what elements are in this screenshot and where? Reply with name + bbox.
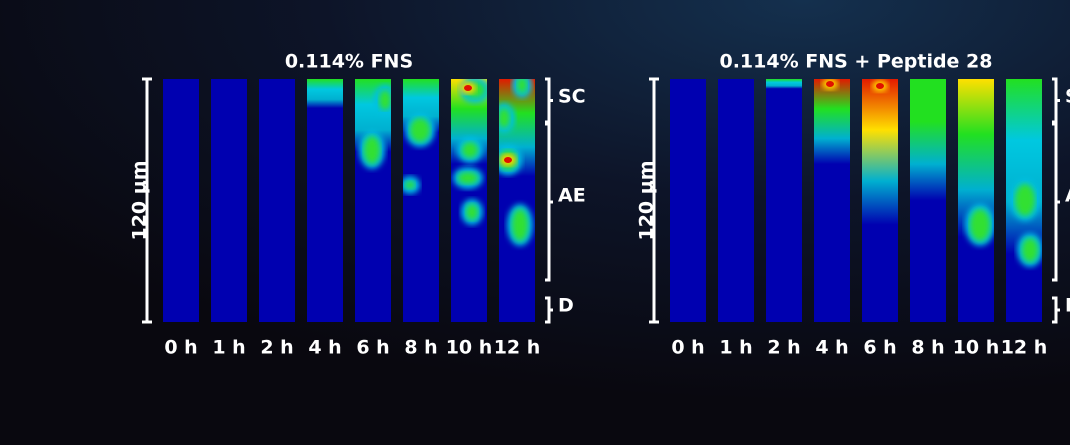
heatmap-strip bbox=[307, 79, 343, 322]
time-label: 1 h bbox=[212, 337, 245, 359]
strip-detail bbox=[359, 85, 391, 169]
layer-label: SC bbox=[558, 86, 586, 108]
layer-label: AE bbox=[558, 185, 586, 207]
blob bbox=[517, 79, 527, 93]
blob bbox=[410, 118, 430, 142]
heatmap-strip bbox=[814, 79, 850, 322]
hotspot-core bbox=[826, 81, 834, 87]
time-label: 2 h bbox=[767, 337, 800, 359]
heatmap-strip bbox=[211, 79, 247, 322]
time-label: 10 h bbox=[953, 337, 1000, 359]
blob bbox=[458, 172, 478, 184]
blob bbox=[970, 209, 990, 241]
panel: 0.114% FNS + Peptide 28 0 h 1 h 2 h 4 h 6 h 8 … bbox=[636, 51, 1070, 359]
scale-label: 120 µm bbox=[129, 160, 151, 240]
panel-title: 0.114% FNS + Peptide 28 bbox=[719, 51, 992, 73]
hotspot-core bbox=[876, 83, 884, 89]
strip-detail bbox=[822, 79, 838, 90]
strip-detail bbox=[499, 79, 533, 246]
blob bbox=[512, 209, 528, 241]
time-label: 10 h bbox=[446, 337, 493, 359]
time-label: 6 h bbox=[356, 337, 389, 359]
blob bbox=[1015, 184, 1035, 216]
layer-label: D bbox=[558, 295, 574, 317]
strip-detail bbox=[872, 80, 888, 92]
panel: 0.114% FNS 0 h 1 h 2 h 4 h 6 h 8 h 10 h 12 h 120 … bbox=[129, 51, 586, 359]
heatmap-strip bbox=[163, 79, 199, 322]
panel-title: 0.114% FNS bbox=[285, 51, 413, 73]
blob bbox=[466, 204, 478, 220]
time-label: 12 h bbox=[494, 337, 541, 359]
heatmap-strip bbox=[958, 79, 994, 322]
heatmap-strip bbox=[259, 79, 295, 322]
strip-detail bbox=[1010, 179, 1042, 267]
heatmap-strip bbox=[670, 79, 706, 322]
blob bbox=[1022, 238, 1038, 262]
time-label: 0 h bbox=[164, 337, 197, 359]
blob bbox=[364, 136, 380, 164]
time-label: 12 h bbox=[1001, 337, 1048, 359]
strip-detail bbox=[453, 79, 487, 225]
time-label: 6 h bbox=[863, 337, 896, 359]
blob bbox=[379, 90, 391, 110]
time-label: 1 h bbox=[719, 337, 752, 359]
heatmap-strip bbox=[718, 79, 754, 322]
hotspot-core bbox=[504, 157, 512, 163]
time-label: 8 h bbox=[404, 337, 437, 359]
layer-label: AE bbox=[1065, 185, 1070, 207]
heatmap-strip bbox=[862, 79, 898, 322]
blob bbox=[462, 142, 478, 158]
strip-detail bbox=[403, 113, 435, 194]
heatmap-strip bbox=[355, 79, 391, 322]
time-label: 8 h bbox=[911, 337, 944, 359]
time-label: 0 h bbox=[671, 337, 704, 359]
time-label: 2 h bbox=[260, 337, 293, 359]
layer-label: SC bbox=[1065, 86, 1070, 108]
heatmap-strip bbox=[766, 79, 802, 322]
strip-detail bbox=[965, 204, 994, 246]
layer-label: D bbox=[1065, 295, 1070, 317]
hotspot-core bbox=[464, 85, 472, 91]
blob bbox=[405, 181, 415, 189]
scale-label: 120 µm bbox=[636, 160, 658, 240]
blob bbox=[499, 108, 510, 128]
time-label: 4 h bbox=[815, 337, 848, 359]
heatmap-strip bbox=[910, 79, 946, 322]
time-label: 4 h bbox=[308, 337, 341, 359]
